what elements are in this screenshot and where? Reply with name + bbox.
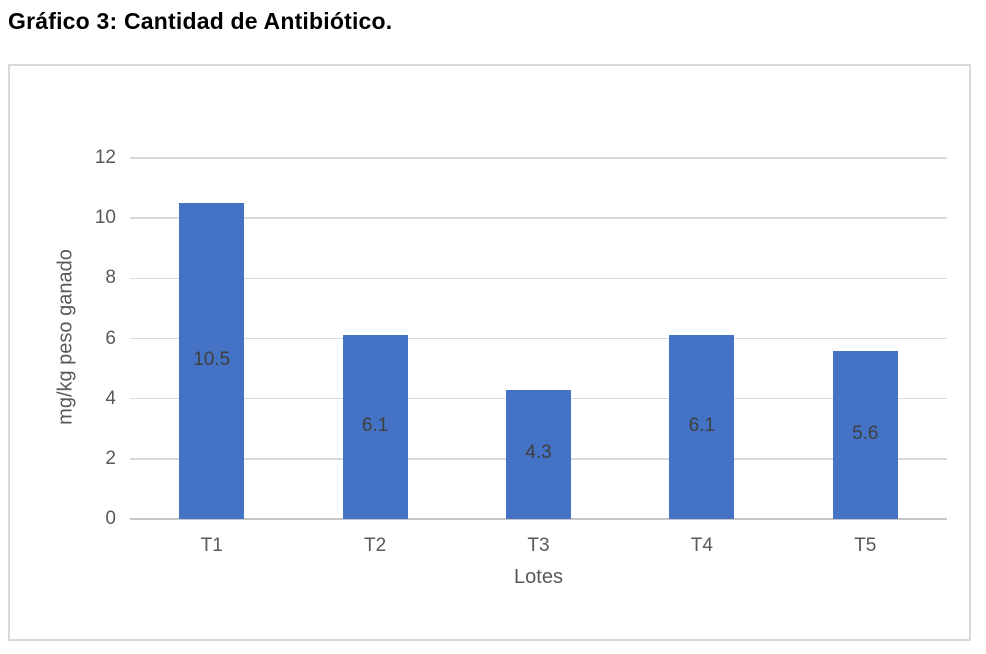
- x-axis-title: Lotes: [514, 566, 563, 588]
- data-label-T1: 10.5: [193, 349, 231, 371]
- y-axis-title: mg/kg peso ganado: [54, 249, 77, 425]
- x-tick-label-T2: T2: [363, 535, 387, 556]
- x-tick-label-T4: T4: [690, 535, 713, 556]
- data-label-T5: 5.6: [852, 422, 879, 444]
- y-tick-label-10: 10: [94, 207, 116, 229]
- bar-T2: [342, 335, 408, 519]
- y-tick-label-8: 8: [105, 267, 116, 289]
- x-tick-label-T3: T3: [527, 535, 550, 556]
- bar-T3: [506, 389, 571, 519]
- chart-frame[interactable]: 0 2 4 6 8 10 12 10.5 T1 6.1 T2 4.3 T3 6.1 T4 5.6 T5 Lote…: [8, 64, 971, 641]
- plot-area: 0 2 4 6 8 10 12 10.5 T1 6.1 T2 4.3 T3 6.1 T4 5.6 T5: [95, 147, 947, 556]
- gridline-y-6: [130, 337, 947, 340]
- y-tick-label-0: 0: [105, 508, 116, 529]
- y-tick-label-2: 2: [105, 447, 116, 469]
- data-label-T2: 6.1: [361, 415, 389, 437]
- bar-T5: [832, 350, 898, 519]
- bar-T1: [179, 203, 245, 519]
- x-tick-label-T1: T1: [200, 535, 223, 556]
- y-tick-label-6: 6: [105, 327, 116, 349]
- gridline-y-10: [130, 217, 947, 219]
- chart-title: Gráfico 3: Cantidad de Antibiótico.: [8, 8, 393, 34]
- data-label-T3: 4.3: [525, 442, 552, 464]
- bar-T4: [669, 335, 735, 519]
- gridline-y-12: [130, 157, 947, 159]
- x-tick-label-T5: T5: [854, 535, 877, 556]
- x-axis-line: [130, 518, 947, 520]
- data-label-T4: 6.1: [688, 415, 716, 437]
- y-tick-label-12: 12: [94, 147, 116, 168]
- gridline-y-8: [130, 277, 947, 280]
- y-tick-label-4: 4: [105, 387, 116, 409]
